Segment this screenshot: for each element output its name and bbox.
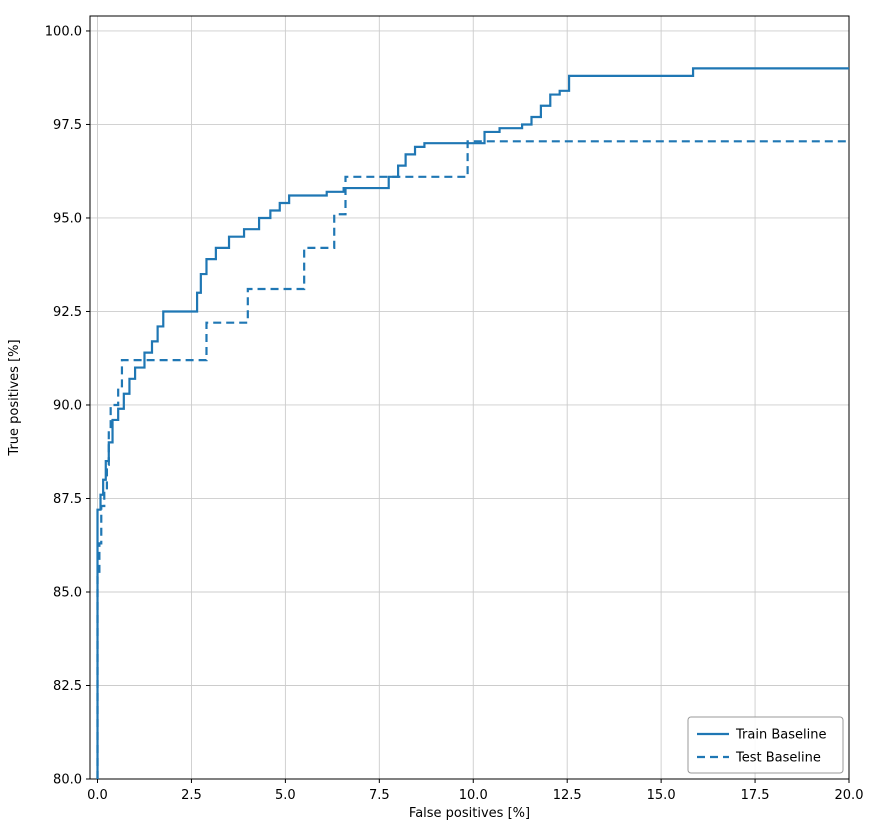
y-tick-label: 82.5 (53, 679, 82, 694)
train-baseline-line (96, 67, 849, 779)
x-tick-label: 12.5 (553, 788, 582, 803)
legend-label: Train Baseline (735, 728, 826, 743)
y-axis-label: True positives [%] (7, 339, 22, 456)
y-tick-label: 90.0 (53, 398, 82, 413)
x-tick-label: 2.5 (181, 788, 202, 803)
x-tick-label: 5.0 (275, 788, 296, 803)
y-tick-label: 85.0 (53, 585, 82, 600)
y-tick-label: 80.0 (53, 773, 82, 788)
x-tick-label: 17.5 (741, 788, 770, 803)
y-tick-label: 92.5 (53, 305, 82, 320)
x-tick-label: 7.5 (369, 788, 390, 803)
axes-spines (89, 15, 850, 780)
x-tick-label: 0.0 (87, 788, 108, 803)
x-axis-label: False positives [%] (409, 806, 530, 821)
legend-box (687, 716, 844, 774)
test-baseline-line (96, 140, 849, 779)
y-tick-label: 97.5 (53, 118, 82, 133)
y-tick-label: 87.5 (53, 492, 82, 507)
legend-label: Test Baseline (735, 751, 821, 766)
x-tick-label: 15.0 (647, 788, 676, 803)
y-tick-label: 95.0 (53, 211, 82, 226)
x-tick-label: 20.0 (835, 788, 864, 803)
x-tick-label: 10.0 (459, 788, 488, 803)
y-tick-label: 100.0 (45, 24, 82, 39)
